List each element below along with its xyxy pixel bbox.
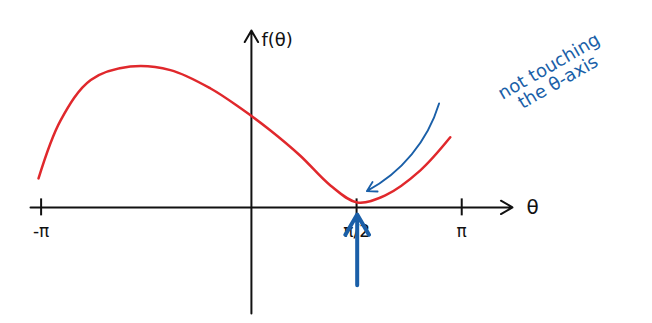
svg-text:θ: θ	[527, 195, 539, 219]
svg-text:-π: -π	[33, 221, 49, 241]
svg-text:f(θ): f(θ)	[261, 29, 292, 50]
svg-text:π: π	[457, 221, 467, 241]
svg-text:not touchingthe θ-axis: not touchingthe θ-axis	[494, 28, 612, 119]
